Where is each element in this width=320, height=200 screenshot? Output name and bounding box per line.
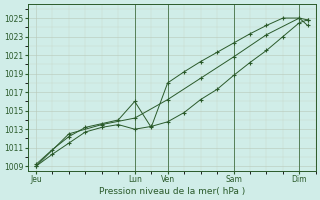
X-axis label: Pression niveau de la mer( hPa ): Pression niveau de la mer( hPa ) [99, 187, 245, 196]
